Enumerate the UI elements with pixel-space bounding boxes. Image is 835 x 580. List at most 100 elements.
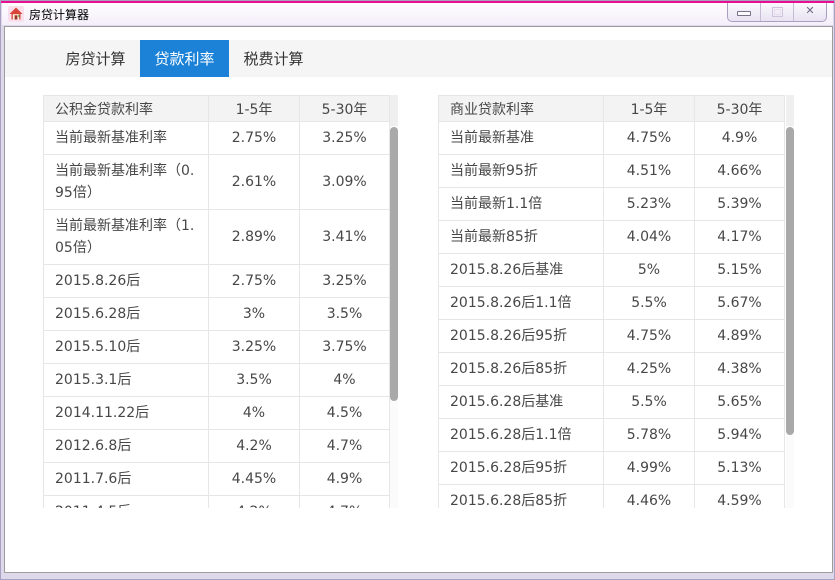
table-row: 2015.6.28后1.1倍 5.78% 5.94% [438,418,785,452]
rate-5-30yr-value: 4.59% [694,484,785,508]
maximize-button[interactable] [760,3,793,21]
commercial-rate-table: 商业贷款利率 1-5年 5-30年 当前最新基准 4.75% 4.9% [438,95,785,508]
table-row: 2015.8.26后95折 4.75% 4.89% [438,319,785,353]
rate-period-label: 2015.6.28后 [43,297,209,331]
rate-1-5yr-value: 5.78% [603,418,695,452]
minimize-button[interactable] [728,3,760,21]
commercial-scrollbar-thumb[interactable] [786,127,794,435]
table-row: 2011.4.5后 4.2% 4.7% [43,495,390,508]
tab-loan-rate[interactable]: 贷款利率 [140,40,229,77]
table-row: 2012.6.8后 4.2% 4.7% [43,429,390,463]
titlebar[interactable]: 房贷计算器 [2,3,833,25]
rate-period-label: 当前最新基准利率（0.95倍） [43,154,209,210]
rate-1-5yr-value: 3.5% [208,363,300,397]
table-row: 2015.8.26后85折 4.25% 4.38% [438,352,785,386]
rate-period-label: 2011.7.6后 [43,462,209,496]
rate-1-5yr-value: 3% [208,297,300,331]
rate-5-30yr-value: 3.09% [299,154,390,210]
rate-5-30yr-value: 4.7% [299,429,390,463]
table-row: 2015.6.28后85折 4.46% 4.59% [438,484,785,508]
table-row: 2015.6.28后基准 5.5% 5.65% [438,385,785,419]
rate-1-5yr-value: 4% [208,396,300,430]
rate-1-5yr-value: 4.2% [208,495,300,508]
tab-bar: 房贷计算 贷款利率 税费计算 [5,40,832,77]
rate-1-5yr-value: 5.5% [603,286,695,320]
rate-1-5yr-value: 4.75% [603,319,695,353]
rate-1-5yr-value: 4.04% [603,220,695,254]
rate-1-5yr-value: 4.2% [208,429,300,463]
window-controls: ✕ [727,3,827,22]
table-row: 2015.5.10后 3.25% 3.75% [43,330,390,364]
table-row: 当前最新基准利率 2.75% 3.25% [43,121,390,155]
rate-period-label: 2015.8.26后95折 [438,319,604,353]
rate-1-5yr-value: 4.99% [603,451,695,485]
rate-period-label: 2012.6.8后 [43,429,209,463]
rate-5-30yr-value: 3.25% [299,264,390,298]
fund-table-body: 当前最新基准利率 2.75% 3.25% 当前最新基准利率（0.95倍） 2.6… [43,121,390,508]
rate-period-label: 当前最新1.1倍 [438,187,604,221]
rate-5-30yr-value: 3.75% [299,330,390,364]
rate-5-30yr-value: 4.89% [694,319,785,353]
maximize-icon [771,7,783,17]
table-row: 当前最新95折 4.51% 4.66% [438,154,785,188]
rate-1-5yr-value: 4.51% [603,154,695,188]
table-row: 2015.8.26后1.1倍 5.5% 5.67% [438,286,785,320]
close-button[interactable]: ✕ [793,3,826,21]
rate-period-label: 2015.8.26后85折 [438,352,604,386]
table-row: 2015.6.28后95折 4.99% 5.13% [438,451,785,485]
table-row: 当前最新1.1倍 5.23% 5.39% [438,187,785,221]
rate-period-label: 2015.5.10后 [43,330,209,364]
rate-5-30yr-value: 5.65% [694,385,785,419]
commercial-scrollbar-cap [786,95,794,126]
rate-1-5yr-value: 5% [603,253,695,287]
table-row: 2014.11.22后 4% 4.5% [43,396,390,430]
rate-period-label: 2015.8.26后 [43,264,209,298]
rate-period-label: 2011.4.5后 [43,495,209,508]
table-row: 当前最新基准利率（0.95倍） 2.61% 3.09% [43,154,390,210]
rate-period-label: 当前最新基准利率 [43,121,209,155]
rate-period-label: 2014.11.22后 [43,396,209,430]
rate-period-label: 2015.6.28后基准 [438,385,604,419]
rate-5-30yr-value: 5.15% [694,253,785,287]
window-title: 房贷计算器 [29,7,90,22]
rate-1-5yr-value: 4.25% [603,352,695,386]
rate-5-30yr-value: 4.9% [694,121,785,155]
rate-1-5yr-value: 4.46% [603,484,695,508]
minimize-icon [737,11,751,16]
rate-1-5yr-value: 2.75% [208,121,300,155]
fund-scrollbar-thumb[interactable] [390,127,398,401]
rate-period-label: 2015.8.26后基准 [438,253,604,287]
table-row: 2015.3.1后 3.5% 4% [43,363,390,397]
content-area: 房贷计算 贷款利率 税费计算 公积金贷款利率 1-5年 5-30年 [4,26,833,573]
rate-period-label: 2015.6.28后95折 [438,451,604,485]
fund-rate-table: 公积金贷款利率 1-5年 5-30年 当前最新基准利率 2.75% 3.25% [43,95,390,508]
tab-mortgage-calc[interactable]: 房贷计算 [65,50,126,68]
fund-rate-table-container: 公积金贷款利率 1-5年 5-30年 当前最新基准利率 2.75% 3.25% [43,95,398,508]
fund-scrollbar-cap [390,95,398,126]
rate-period-label: 当前最新基准 [438,121,604,155]
rate-5-30yr-value: 4.9% [299,462,390,496]
commercial-rate-table-container: 商业贷款利率 1-5年 5-30年 当前最新基准 4.75% 4.9% [438,95,794,508]
tab-tax-calc[interactable]: 税费计算 [243,50,304,68]
rate-period-label: 2015.8.26后1.1倍 [438,286,604,320]
rate-1-5yr-value: 2.75% [208,264,300,298]
table-row: 当前最新基准 4.75% 4.9% [438,121,785,155]
rate-1-5yr-value: 2.89% [208,209,300,265]
rate-5-30yr-value: 4% [299,363,390,397]
close-icon: ✕ [805,4,815,17]
rate-5-30yr-value: 5.94% [694,418,785,452]
rate-5-30yr-value: 5.67% [694,286,785,320]
fund-col-1-5yr: 1-5年 [208,95,300,122]
rate-period-label: 2015.6.28后85折 [438,484,604,508]
commercial-table-body: 当前最新基准 4.75% 4.9% 当前最新95折 4.51% 4.66% [438,121,785,508]
rate-5-30yr-value: 3.5% [299,297,390,331]
rate-5-30yr-value: 4.66% [694,154,785,188]
rate-1-5yr-value: 3.25% [208,330,300,364]
rate-period-label: 2015.6.28后1.1倍 [438,418,604,452]
rate-period-label: 当前最新基准利率（1.05倍） [43,209,209,265]
rate-period-label: 当前最新85折 [438,220,604,254]
rate-tables-region: 公积金贷款利率 1-5年 5-30年 当前最新基准利率 2.75% 3.25% [43,95,832,508]
table-row: 2015.8.26后 2.75% 3.25% [43,264,390,298]
commercial-col-5-30yr: 5-30年 [694,95,785,122]
